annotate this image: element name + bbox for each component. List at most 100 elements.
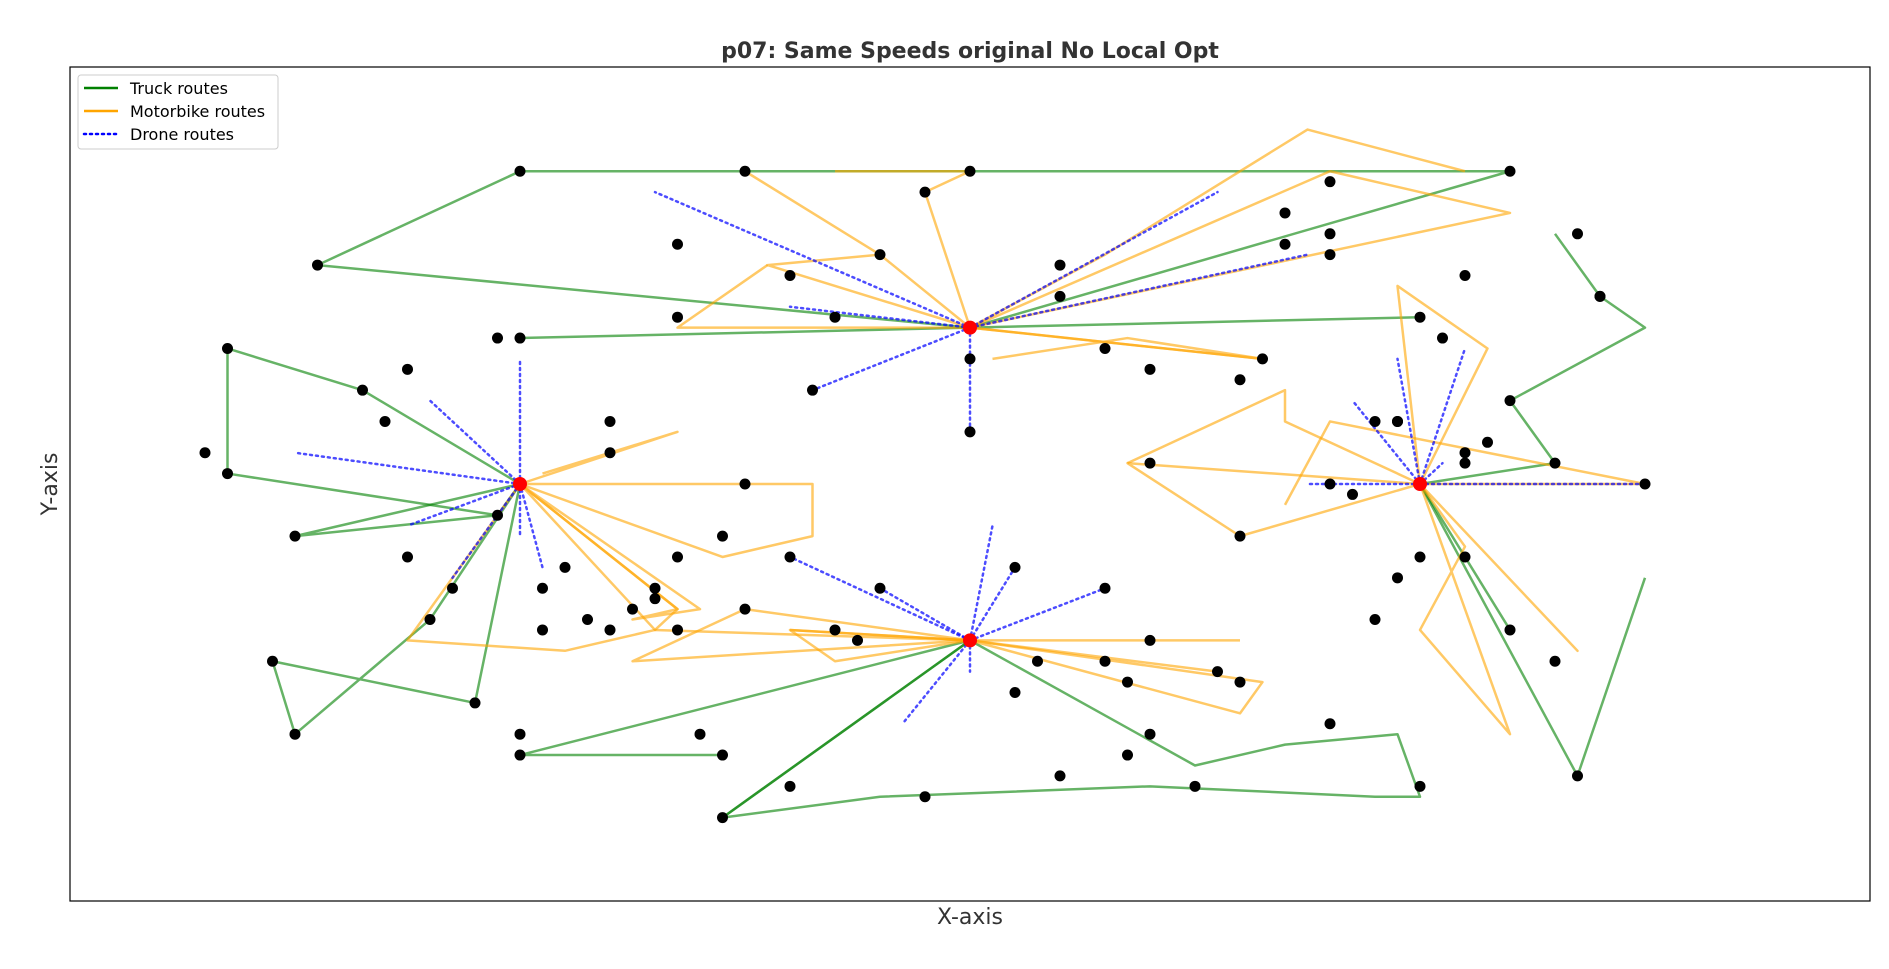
motorbike-route [969, 639, 1264, 715]
customer-point [807, 384, 818, 396]
customer-point [1392, 415, 1403, 427]
truck-route [519, 326, 971, 340]
truck-route [969, 315, 1421, 329]
truck-route [1419, 233, 1647, 486]
customer-point [1459, 457, 1471, 469]
customer-point [1122, 749, 1133, 761]
motorbike-route [969, 639, 1218, 673]
customer-point [1009, 561, 1021, 573]
drone-route [788, 305, 972, 329]
customer-point [267, 655, 278, 667]
motorbike-route [631, 607, 971, 663]
motorbike-route [1418, 483, 1512, 736]
customer-point [1234, 530, 1246, 542]
customer-point [289, 728, 301, 740]
points-layer [199, 165, 1651, 824]
drone-route [901, 639, 972, 726]
customer-point [672, 551, 683, 563]
customer-point [627, 603, 638, 615]
customer-point [469, 697, 481, 709]
drone-route [968, 190, 1219, 329]
customer-point [1324, 228, 1336, 240]
customer-point [852, 634, 863, 646]
motorbike-route [519, 430, 679, 486]
legend-box [77, 74, 279, 150]
customer-point [379, 415, 391, 427]
motorbike-route [1126, 461, 1421, 538]
customer-point [1414, 311, 1426, 323]
legend: Truck routes Motorbike routes Drone rout… [77, 74, 279, 150]
customer-point [514, 332, 526, 344]
customer-point [964, 353, 976, 365]
customer-point [447, 582, 458, 594]
customer-point [829, 624, 841, 636]
customer-point [402, 551, 413, 563]
customer-point [514, 749, 526, 761]
customer-point [1144, 457, 1156, 469]
customer-point [1414, 780, 1426, 792]
customer-point [1369, 614, 1381, 626]
drone-route [406, 482, 522, 527]
motorbike-route [969, 128, 1466, 329]
chart-title: p07: Same Speeds original No Local Opt [721, 39, 1219, 64]
customer-point [1482, 436, 1493, 448]
customer-point [672, 624, 683, 636]
customer-point [1279, 238, 1291, 250]
customer-point [1122, 676, 1133, 688]
customer-point [694, 728, 706, 740]
customer-point [537, 624, 548, 636]
drone-route [968, 587, 1107, 642]
drone-route [293, 451, 522, 486]
customer-point [964, 426, 976, 438]
customer-point [717, 749, 728, 761]
motorbike-route [519, 482, 814, 559]
customer-point [1639, 478, 1651, 490]
customer-point [1257, 353, 1268, 365]
customer-point [1504, 395, 1516, 407]
customer-point [829, 311, 841, 323]
customer-point [1369, 415, 1381, 427]
customer-point [312, 259, 323, 271]
drone-route [1418, 347, 1467, 486]
customer-point [649, 593, 661, 605]
customer-point [1234, 374, 1246, 386]
motorbike-route [789, 628, 971, 642]
customer-point [1234, 676, 1246, 688]
customer-point [1594, 290, 1606, 302]
routes-layer [226, 128, 1647, 819]
x-axis-label: X-axis [937, 905, 1003, 930]
customer-point [289, 530, 301, 542]
customer-point [1324, 718, 1336, 730]
customer-point [1549, 457, 1561, 469]
customer-point [604, 447, 616, 459]
customer-point [739, 165, 751, 177]
customer-point [1459, 447, 1471, 459]
motorbike-route [406, 483, 971, 653]
customer-point [1437, 332, 1448, 344]
customer-point [1414, 551, 1426, 563]
depot-point [963, 633, 977, 648]
customer-point [1144, 363, 1156, 375]
customer-point [1054, 259, 1066, 271]
customer-point [1144, 728, 1156, 740]
customer-point [1054, 290, 1066, 302]
motorbike-route [519, 483, 679, 632]
motorbike-route [676, 264, 970, 329]
customer-point [964, 165, 976, 177]
customer-point [784, 780, 796, 792]
customer-point [717, 812, 728, 824]
legend-label-truck: Truck routes [129, 79, 228, 98]
drone-route [518, 482, 544, 569]
customer-point [199, 447, 211, 459]
customer-point [739, 478, 751, 490]
customer-point [492, 509, 503, 521]
customer-point [1572, 228, 1583, 240]
customer-point [874, 582, 886, 594]
truck-route [721, 639, 971, 819]
depot-point [1413, 477, 1427, 491]
motorbike-route [1396, 284, 1489, 485]
customer-point [1459, 270, 1471, 281]
drone-route [451, 482, 522, 580]
customer-point [1324, 249, 1336, 261]
